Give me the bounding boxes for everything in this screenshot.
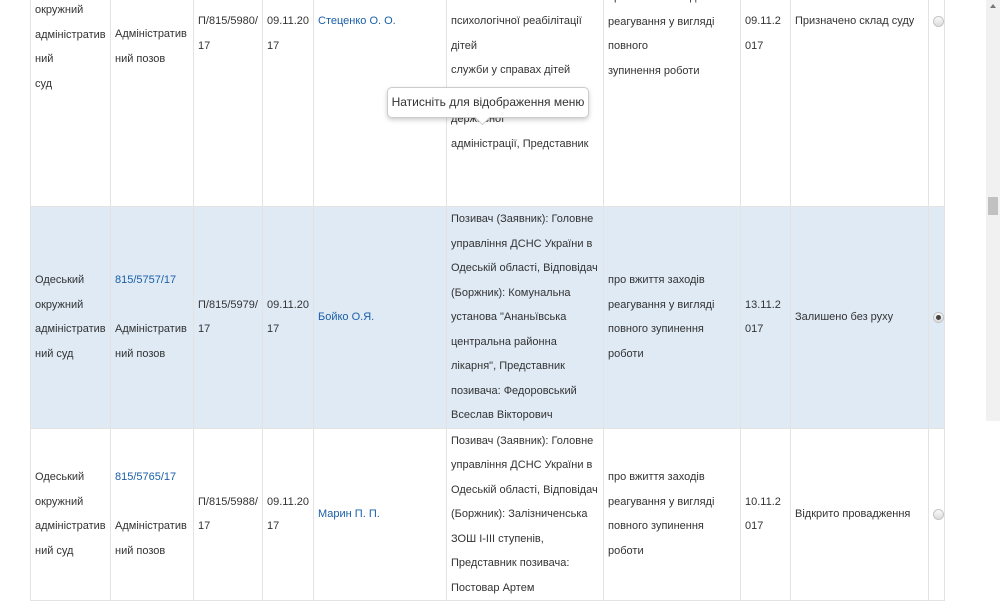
parties-cell: Позивач (Заявник): Головне управління ДС… — [446, 206, 604, 429]
status-date-cell: 09.11.2017 — [740, 0, 791, 207]
scrollbar-thumb[interactable] — [988, 197, 998, 215]
select-cell — [928, 427, 945, 601]
menu-hint-tooltip: Натисніть для відображення меню — [387, 87, 589, 118]
date-cell: 09.11.2017 — [262, 206, 314, 429]
number-cell: П/815/5988/17 — [193, 427, 263, 601]
court-cell: Одеський окружний адміністративний суд — [30, 206, 111, 429]
case-link[interactable]: 815/5757/17 — [115, 274, 177, 287]
case-link[interactable]: 815/5765/17 — [115, 471, 177, 484]
status-date-cell: 13.11.2017 — [740, 206, 791, 429]
form-cell: Адміністративний позов — [110, 0, 194, 207]
subject-cell: про вжиття заходів реагування у вигляді … — [603, 427, 741, 601]
date-cell: 09.11.2017 — [262, 0, 314, 207]
status-cell: Призначено склад суду — [790, 0, 929, 207]
judge-link[interactable]: Марин П. П. — [318, 508, 380, 520]
judge-link[interactable]: Бойко О.Я. — [318, 311, 375, 323]
scroll-up-arrow-icon[interactable] — [990, 4, 996, 8]
row-select-radio[interactable] — [933, 15, 944, 27]
parties-cell: Позивач (Заявник): Головне управління ДС… — [446, 427, 604, 601]
court-cell: Одеський окружний адміністративний суд — [30, 427, 111, 601]
case-cell: 815/5757/17 Адміністративний позов — [110, 206, 194, 429]
number-cell: П/815/5979/17 — [193, 206, 263, 429]
table-row-selected[interactable]: Одеський окружний адміністративний суд 8… — [30, 206, 945, 429]
select-cell — [928, 0, 945, 207]
date-cell: 09.11.2017 — [262, 427, 314, 601]
judge-cell: Марин П. П. — [313, 427, 447, 601]
case-cell: 815/5765/17 Адміністративний позов — [110, 427, 194, 601]
status-date-cell: 10.11.2017 — [740, 427, 791, 601]
table-row[interactable]: Одеський окружний адміністративний суд 8… — [30, 427, 945, 601]
status-cell: Залишено без руху — [790, 206, 929, 429]
status-cell: Відкрито провадження — [790, 427, 929, 601]
number-cell: П/815/5980/17 — [193, 0, 263, 207]
vertical-scrollbar[interactable] — [986, 0, 1000, 421]
select-cell — [928, 206, 945, 429]
judge-cell: Бойко О.Я. — [313, 206, 447, 429]
court-cell: окружний адміністративний суд — [30, 0, 111, 207]
subject-cell: про вжиття заходів реагування у вигляді … — [603, 0, 741, 207]
subject-cell: про вжиття заходів реагування у вигляді … — [603, 206, 741, 429]
row-select-radio[interactable] — [933, 311, 944, 323]
judge-link[interactable]: Стеценко О. О. — [318, 15, 396, 27]
row-select-radio[interactable] — [933, 508, 944, 520]
